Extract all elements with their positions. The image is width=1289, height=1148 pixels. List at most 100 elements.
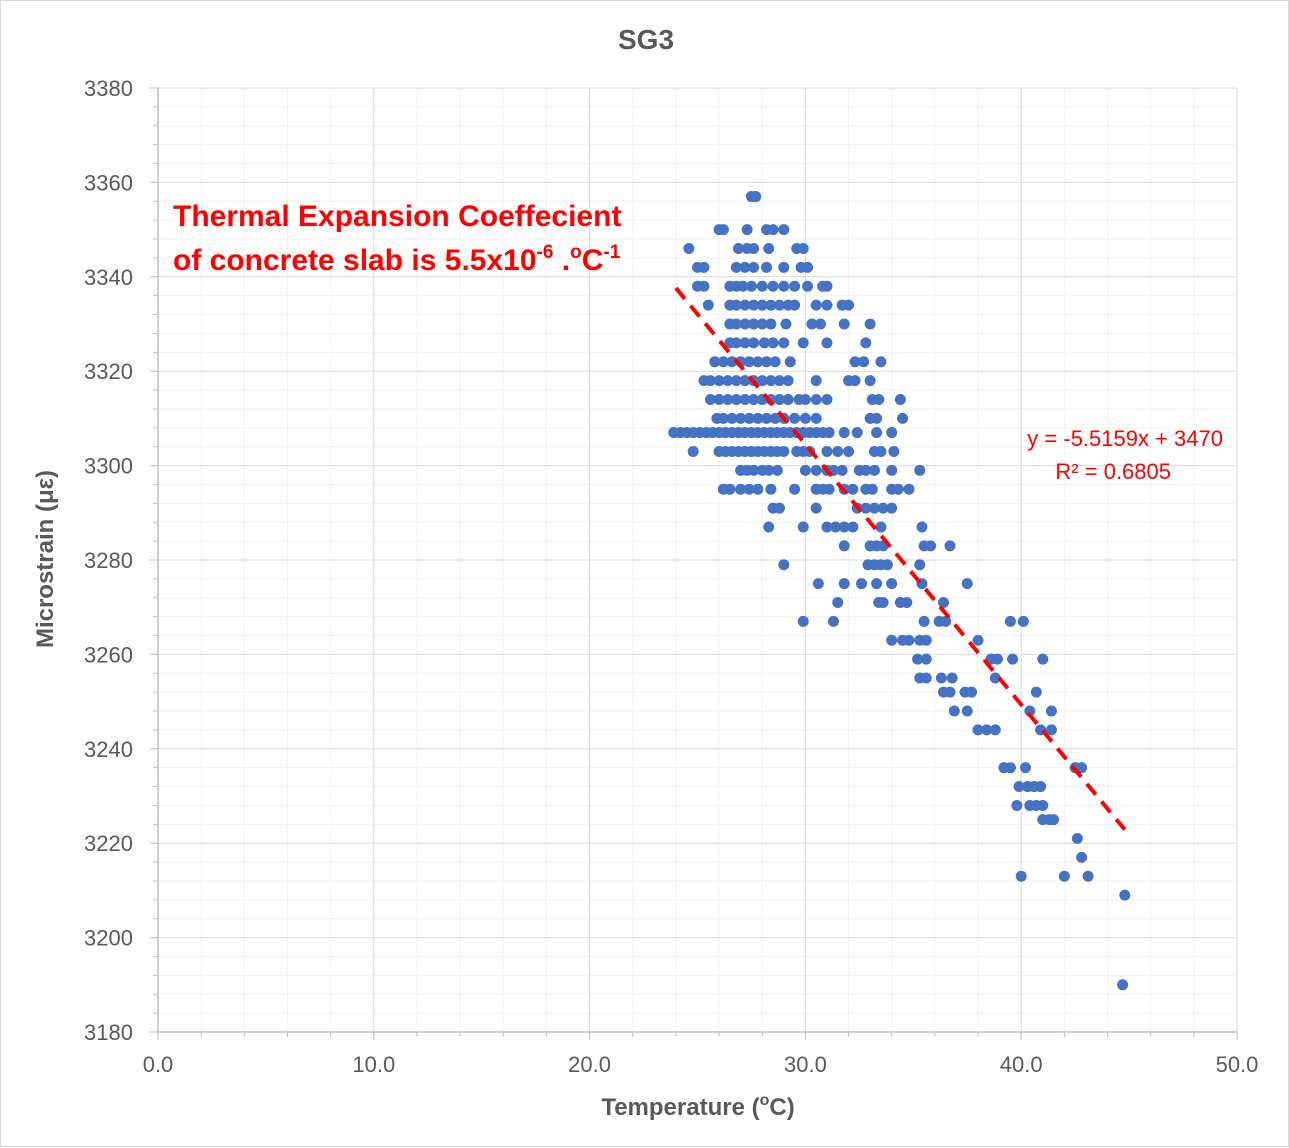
data-point [849,356,861,368]
data-point [713,375,725,387]
data-point [717,356,729,368]
data-point [981,724,993,736]
data-point [745,280,757,292]
data-point [774,299,786,311]
data-point [1007,653,1019,665]
data-point [877,596,889,608]
data-point [888,445,900,457]
chart-title: SG3 [618,24,674,55]
data-point [789,280,801,292]
x-axis-title-main: Temperature ( [601,1094,759,1121]
data-point [851,427,863,439]
y-tick-label: 3300 [84,454,133,479]
data-point [903,634,915,646]
data-point [946,672,958,684]
y-tick-label: 3220 [84,831,133,856]
data-point [972,634,984,646]
data-point [821,280,833,292]
data-point [823,483,835,495]
data-point [778,445,790,457]
data-point [724,483,736,495]
data-point [989,724,1001,736]
data-point [925,540,937,552]
data-point [810,502,822,514]
y-axis-title: Microstrain (με) [32,470,59,648]
data-point [812,578,824,590]
data-point [763,242,775,254]
data-point [748,318,760,330]
axes [150,87,1238,1040]
annotation-text-b: . [553,244,570,277]
data-point [1024,705,1036,717]
data-point [1004,762,1016,774]
data-point [802,280,814,292]
data-point [789,412,801,424]
y-axis-tick-labels: 3180 3200 3220 3240 3260 3280 3300 3320 3340 3360… [84,76,133,1045]
data-point [918,615,930,627]
data-point [871,578,883,590]
data-point [886,578,898,590]
data-point [702,299,714,311]
data-point [843,445,855,457]
data-point [730,318,742,330]
data-point [1119,889,1131,901]
data-point [797,242,809,254]
data-point [881,559,893,571]
data-point [1011,799,1023,811]
x-axis-title-tail: C) [769,1094,794,1121]
data-point [769,412,781,424]
data-point [938,596,950,608]
data-point [1037,653,1049,665]
x-tick-label: 20.0 [568,1052,611,1077]
data-point [886,634,898,646]
data-point [767,337,779,349]
data-point [920,672,932,684]
y-tick-label: 3340 [84,265,133,290]
data-point [767,280,779,292]
data-point [948,705,960,717]
data-point [821,337,833,349]
data-point [769,356,781,368]
data-point [797,337,809,349]
data-point [698,280,710,292]
data-point [944,686,956,698]
data-point [1071,832,1083,844]
data-point [739,299,751,311]
data-point [914,464,926,476]
data-point [799,394,811,406]
data-point [821,521,833,533]
x-tick-label: 0.0 [143,1052,174,1077]
data-point [920,634,932,646]
data-point [836,464,848,476]
data-point [802,261,814,273]
y-tick-label: 3380 [84,76,133,101]
annotation-sup-exponent: -6 [537,242,554,263]
annotation-sup-inverse: -1 [603,242,620,263]
data-point [868,464,880,476]
data-point [739,394,751,406]
data-point [722,394,734,406]
data-point [864,375,876,387]
data-point [739,318,751,330]
data-point [748,261,760,273]
data-point [940,615,952,627]
data-point [843,299,855,311]
data-point [875,445,887,457]
data-point [877,502,889,514]
data-point [1048,814,1060,826]
data-point [830,521,842,533]
data-point [748,464,760,476]
data-point [765,483,777,495]
data-point [797,615,809,627]
data-point [886,427,898,439]
x-axis-title: Temperature (oC) [601,1092,794,1121]
data-point [683,242,695,254]
data-point [1035,781,1047,793]
data-point [778,337,790,349]
data-point [743,356,755,368]
data-point [821,394,833,406]
data-point [748,337,760,349]
data-point [866,483,878,495]
data-point [838,318,850,330]
data-point [860,337,872,349]
